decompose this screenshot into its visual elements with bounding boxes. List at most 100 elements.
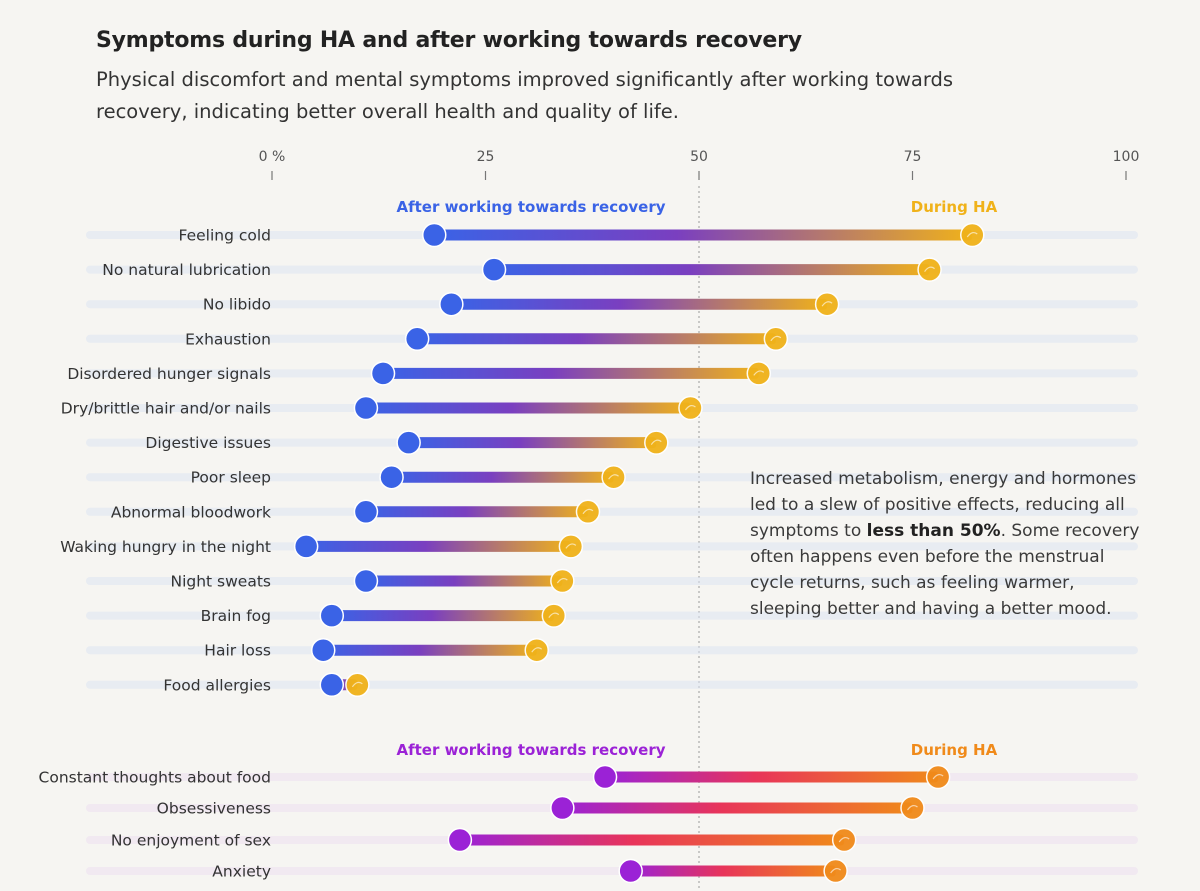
marker-during	[900, 795, 925, 821]
marker-after	[370, 361, 396, 386]
marker-after	[404, 326, 430, 352]
row-label: Exhaustion	[185, 330, 271, 348]
annotation-note: Increased metabolism, energy and hormone…	[750, 466, 1150, 622]
row-label: Dry/brittle hair and/or nails	[61, 400, 271, 418]
marker-after	[293, 534, 319, 559]
marker-during	[823, 858, 848, 884]
marker-after	[396, 430, 421, 455]
tick-label: 100	[1113, 149, 1140, 165]
marker-during-highlight	[548, 612, 560, 618]
marker-during	[925, 764, 951, 790]
row-track	[86, 507, 1138, 516]
legend-during: During HA	[911, 198, 998, 216]
marker-during-highlight	[753, 370, 765, 376]
legend-after: After working towards recovery	[396, 198, 665, 216]
tick-label: 0 %	[259, 149, 286, 165]
marker-after	[379, 464, 404, 490]
marker-during-highlight	[907, 804, 918, 811]
marker-during	[575, 499, 601, 525]
marker-after	[481, 257, 507, 282]
row-label: No libido	[203, 296, 271, 314]
dumbbell-bar	[391, 471, 614, 483]
legend-during: During HA	[911, 741, 998, 759]
dumbbell-bar	[451, 298, 828, 310]
marker-during-highlight	[838, 836, 850, 843]
marker-during	[678, 395, 703, 421]
marker-after	[319, 672, 345, 698]
marker-during	[917, 257, 942, 282]
dumbbell-bar	[459, 834, 845, 846]
tick-label: 50	[690, 149, 708, 165]
annotation-highlight: less than 50%	[866, 521, 1001, 541]
row-label: Brain fog	[201, 607, 271, 625]
marker-after	[550, 795, 575, 821]
marker-after	[447, 827, 473, 853]
dumbbell-bar	[365, 575, 563, 587]
row-label: Disordered hunger signals	[67, 365, 271, 383]
marker-after	[422, 222, 447, 248]
dumbbell-bar	[306, 540, 571, 552]
row-label: Poor sleep	[191, 469, 271, 487]
marker-after	[319, 603, 345, 628]
marker-during-highlight	[582, 508, 594, 515]
marker-during	[763, 326, 789, 352]
marker-during-highlight	[565, 543, 577, 549]
marker-during	[601, 464, 626, 490]
marker-after	[353, 395, 379, 421]
marker-during	[558, 534, 584, 559]
marker-after	[592, 764, 618, 790]
chart-subtitle: Physical discomfort and mental symptoms …	[96, 68, 954, 123]
marker-after	[353, 499, 379, 525]
marker-during-highlight	[966, 231, 978, 238]
marker-during-highlight	[650, 439, 662, 445]
dumbbell-bar	[434, 229, 973, 241]
row-label: Night sweats	[170, 573, 271, 591]
dumbbell-bar	[323, 644, 537, 656]
marker-during	[814, 291, 840, 317]
marker-after	[353, 568, 379, 594]
dumbbell-bars	[293, 222, 985, 884]
marker-during-highlight	[684, 404, 696, 411]
dumbbell-bar	[417, 333, 776, 345]
dumbbell-bar	[365, 402, 691, 414]
marker-during-highlight	[932, 773, 944, 780]
row-label: Constant thoughts about food	[39, 769, 271, 787]
row-label: Food allergies	[163, 676, 271, 694]
dumbbell-bar	[630, 865, 836, 877]
marker-during	[345, 672, 370, 698]
legend-after: After working towards recovery	[396, 741, 665, 759]
marker-during	[960, 222, 985, 248]
marker-during-highlight	[821, 301, 833, 307]
dumbbell-bar	[383, 367, 759, 379]
marker-during-highlight	[830, 867, 842, 874]
row-track	[86, 577, 1138, 585]
row-label: No natural lubrication	[102, 261, 271, 279]
marker-during	[831, 827, 857, 853]
marker-after	[618, 858, 643, 884]
row-label: Abnormal bloodwork	[111, 503, 271, 521]
dumbbell-bar	[605, 771, 939, 783]
row-label: Anxiety	[212, 863, 271, 881]
marker-during	[644, 430, 669, 455]
legend: After working towards recovery During HA A…	[396, 198, 997, 759]
marker-after	[439, 291, 464, 317]
row-label: Obsessiveness	[157, 800, 271, 818]
dumbbell-bar	[365, 506, 588, 518]
marker-during	[524, 637, 549, 663]
annotation-text-1: Increased metabolism, energy and hormone…	[750, 469, 1137, 541]
dumbbell-bar	[494, 264, 930, 276]
marker-after	[310, 637, 336, 663]
row-label: Waking hungry in the night	[60, 538, 271, 556]
row-track	[86, 867, 1138, 875]
marker-during-highlight	[608, 474, 619, 480]
row-label: No enjoyment of sex	[111, 832, 271, 850]
chart-title: Symptoms during HA and after working tow…	[96, 28, 802, 53]
dumbbell-bar	[408, 437, 657, 449]
marker-during-highlight	[770, 335, 782, 342]
marker-during-highlight	[351, 681, 363, 688]
marker-during-highlight	[924, 266, 935, 272]
dumbbell-bar	[562, 802, 913, 814]
annotation-text-2: . Some recovery often happens even befor…	[750, 521, 1140, 619]
marker-during	[746, 361, 772, 386]
